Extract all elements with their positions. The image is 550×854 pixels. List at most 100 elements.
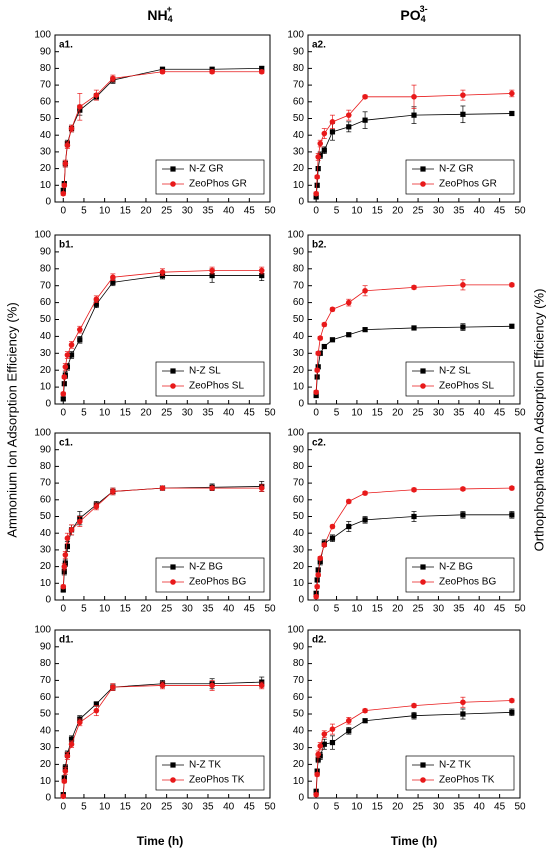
y-tick-label: 20: [40, 365, 52, 376]
marker: [159, 682, 166, 689]
x-tick-label: 0: [60, 206, 66, 217]
y-tick-label: 0: [298, 793, 304, 804]
x-tick-label: 20: [392, 604, 404, 615]
marker: [321, 130, 328, 137]
marker: [61, 381, 67, 387]
x-tick-label: 10: [351, 604, 363, 615]
marker: [313, 190, 319, 197]
panel-label: d1.: [59, 635, 74, 646]
marker: [209, 682, 215, 689]
marker: [93, 92, 100, 98]
marker: [64, 753, 71, 759]
legend-box: [405, 159, 515, 195]
x-tick-label: 10: [99, 206, 111, 217]
y-tick-label: 90: [40, 641, 52, 652]
marker: [315, 154, 321, 160]
x-tick-label: 10: [351, 206, 363, 217]
y-tick-label: 30: [40, 348, 52, 359]
legend-marker: [170, 181, 176, 187]
marker: [159, 269, 166, 275]
x-tick-label: 35: [453, 206, 465, 217]
marker: [411, 513, 417, 520]
marker: [64, 543, 71, 550]
legend-label: N-Z SL: [189, 366, 221, 377]
x-tick-label: 25: [413, 802, 425, 813]
y-tick-label: 100: [287, 30, 304, 41]
y-tick-label: 30: [293, 348, 305, 359]
legend-label: ZeoPhos TK: [189, 775, 245, 786]
y-tick-label: 30: [293, 147, 305, 158]
marker: [62, 364, 69, 370]
y-tick-label: 60: [40, 96, 52, 107]
marker: [509, 90, 515, 97]
x-tick-label: 5: [81, 408, 87, 419]
marker: [60, 587, 66, 593]
marker: [460, 512, 466, 518]
marker: [321, 542, 328, 548]
legend-label: N-Z GR: [439, 164, 473, 175]
x-tick-label: 20: [392, 408, 404, 419]
x-tick-label: 40: [474, 206, 486, 217]
legend-marker: [420, 564, 426, 570]
marker: [460, 92, 466, 98]
marker: [315, 350, 321, 357]
y-tick-label: 10: [40, 578, 52, 589]
marker: [315, 567, 321, 573]
x-tick-label: 5: [334, 206, 340, 217]
x-tick-label: 35: [202, 206, 214, 217]
marker: [460, 282, 466, 288]
legend-label: ZeoPhos SL: [439, 381, 494, 392]
x-tick-label: 50: [514, 408, 526, 419]
marker: [315, 751, 321, 758]
marker: [460, 711, 466, 717]
x-tick-label: 15: [120, 408, 132, 419]
legend-label: N-Z TK: [439, 760, 471, 771]
x-tick-label: 25: [413, 604, 425, 615]
x-tick-label: 45: [244, 604, 256, 615]
y-tick-label: 90: [293, 247, 305, 258]
y-tick-label: 10: [293, 180, 305, 191]
marker: [346, 332, 352, 338]
x-tick-label: 20: [392, 206, 404, 217]
marker: [317, 140, 324, 147]
marker: [314, 182, 320, 188]
marker: [110, 75, 116, 82]
x-tick-label: 25: [161, 604, 173, 615]
legend-marker: [420, 368, 426, 374]
y-tick-label: 80: [40, 658, 52, 669]
marker: [60, 396, 66, 402]
x-tick-label: 50: [264, 206, 276, 217]
y-tick-label: 70: [293, 675, 305, 686]
y-tick-label: 90: [293, 641, 305, 652]
legend: N-Z TK ZeoPhos TK: [405, 755, 515, 791]
x-tick-label: 35: [202, 408, 214, 419]
marker: [314, 583, 320, 590]
marker: [411, 284, 417, 291]
marker: [313, 791, 319, 798]
marker: [64, 535, 71, 542]
x-tick-label: 40: [223, 802, 235, 813]
x-tick-label: 45: [244, 206, 256, 217]
y-tick-label: 30: [40, 147, 52, 158]
marker: [460, 699, 466, 706]
marker: [411, 486, 417, 493]
y-tick-label: 40: [293, 331, 305, 342]
x-tick-label: 35: [453, 802, 465, 813]
marker: [110, 488, 116, 495]
y-tick-label: 20: [293, 561, 305, 572]
marker: [209, 267, 215, 274]
y-tick-label: 70: [40, 675, 52, 686]
legend-box: [155, 755, 265, 791]
y-tick-label: 80: [293, 461, 305, 472]
marker: [509, 697, 515, 704]
marker: [460, 486, 466, 492]
marker: [345, 498, 352, 505]
legend-marker: [170, 579, 176, 585]
x-tick-label: 50: [514, 206, 526, 217]
y-tick-label: 100: [34, 230, 51, 241]
panel: 0 10 20 30 40 50 60 70 80 90 100 0 5 10 15 20 25 30 35 40 45…: [287, 625, 526, 813]
marker: [209, 485, 215, 491]
marker: [411, 702, 417, 709]
panel-label: c2.: [312, 438, 326, 449]
x-tick-label: 40: [474, 408, 486, 419]
